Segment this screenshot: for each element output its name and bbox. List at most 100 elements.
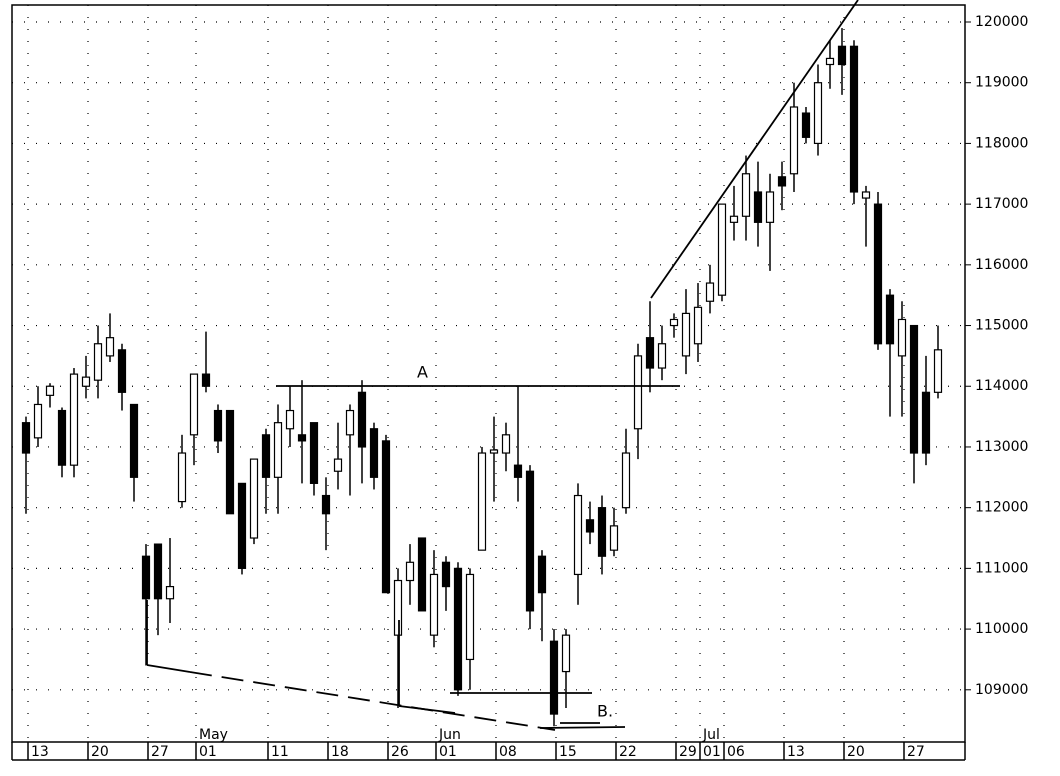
x-tick-label: 22 — [619, 744, 637, 760]
candle-body — [69, 373, 79, 466]
candle-body — [393, 579, 403, 636]
candle-body — [177, 452, 187, 503]
candle-body — [933, 349, 943, 393]
candle-body — [597, 507, 607, 557]
candle-body — [861, 191, 871, 199]
candle-body — [657, 343, 667, 369]
candle-body — [813, 82, 823, 145]
candle-body — [297, 434, 307, 442]
candle-body — [765, 191, 775, 223]
candle-body — [261, 434, 271, 478]
candle-body — [681, 312, 691, 357]
candle-body — [105, 337, 115, 357]
x-tick-label: 06 — [727, 744, 745, 760]
annotation-label: B. — [597, 702, 613, 721]
candle-body — [189, 373, 199, 436]
candle-body — [213, 409, 223, 442]
candle-body — [273, 422, 283, 478]
candle-body — [609, 525, 619, 551]
candle-body — [837, 45, 847, 66]
candle-body — [489, 449, 499, 454]
trend-line — [650, 0, 859, 299]
candle-body — [729, 215, 739, 223]
candle-body — [465, 573, 475, 661]
y-tick-label: 111000 — [975, 560, 1028, 576]
candle-body — [645, 337, 655, 369]
candle-body — [249, 458, 259, 539]
x-tick-label: 13 — [31, 744, 49, 760]
candle-body — [561, 634, 571, 673]
y-tick-label: 117000 — [975, 196, 1028, 212]
y-tick-label: 110000 — [975, 621, 1028, 637]
y-tick-label: 113000 — [975, 439, 1028, 455]
candle-body — [201, 373, 211, 387]
connector — [146, 664, 191, 673]
candle-body — [501, 434, 511, 454]
month-label: Jul — [702, 727, 720, 743]
y-tick-label: 112000 — [975, 500, 1028, 516]
candle-body — [357, 391, 367, 448]
candle-body — [345, 409, 355, 436]
y-tick-label: 115000 — [975, 318, 1028, 334]
candle-body — [513, 464, 523, 478]
candle-body — [453, 567, 463, 691]
x-tick-label: 01 — [199, 744, 217, 760]
candle-body — [873, 203, 883, 345]
candle-body — [153, 543, 163, 600]
candle-body — [525, 470, 535, 612]
x-tick-label: 20 — [847, 744, 865, 760]
candle-body — [129, 403, 139, 478]
month-label: May — [199, 727, 228, 743]
candle-body — [921, 391, 931, 454]
x-tick-label: 15 — [559, 744, 577, 760]
candle-body — [741, 173, 751, 217]
candle-body — [825, 57, 835, 66]
x-tick-label: 27 — [151, 744, 169, 760]
x-tick-label: 18 — [331, 744, 349, 760]
candle-body — [897, 318, 907, 357]
candle-body — [333, 458, 343, 472]
candle-body — [165, 585, 175, 600]
level-line — [539, 726, 626, 729]
candle-body — [309, 422, 319, 484]
candle-body — [141, 555, 151, 600]
connector — [398, 705, 456, 714]
x-tick-label: 20 — [91, 744, 109, 760]
candle-body — [549, 640, 559, 715]
candle-body — [573, 494, 583, 576]
candle-body — [321, 494, 331, 515]
candle-body — [441, 561, 451, 588]
candle-body — [57, 409, 67, 466]
candle-body — [705, 282, 715, 302]
x-tick-label: 01 — [703, 744, 721, 760]
x-tick-label: 08 — [499, 744, 517, 760]
annotation-label: A — [417, 363, 428, 382]
y-tick-label: 119000 — [975, 75, 1028, 91]
month-label: Jun — [438, 727, 461, 743]
candle-body — [693, 306, 703, 345]
candle-body — [81, 376, 91, 387]
candle-body — [237, 482, 247, 569]
support-line — [189, 671, 556, 731]
candle-body — [93, 343, 103, 381]
candle-body — [477, 452, 487, 551]
candle-body — [849, 45, 859, 193]
y-tick-label: 120000 — [975, 14, 1028, 30]
x-tick-label: 29 — [679, 744, 697, 760]
candle-body — [45, 385, 55, 396]
candle-body — [777, 176, 787, 187]
candle-body — [21, 422, 31, 454]
plot-frame — [11, 4, 966, 743]
candle-body — [885, 294, 895, 345]
y-tick-label: 109000 — [975, 682, 1028, 698]
candle-body — [537, 555, 547, 594]
annotations: A B. — [146, 0, 859, 731]
candle-body — [801, 112, 811, 138]
y-tick-label: 116000 — [975, 257, 1028, 273]
x-tick-label: 11 — [271, 744, 289, 760]
x-tick-label: 01 — [439, 744, 457, 760]
candle-body — [285, 409, 295, 430]
candle-body — [381, 440, 391, 594]
candle-body — [33, 403, 43, 439]
